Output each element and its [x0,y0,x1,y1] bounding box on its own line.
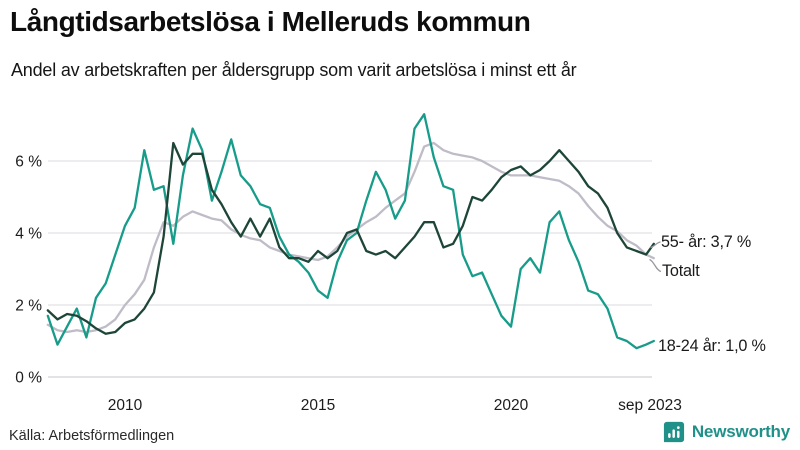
line-chart: 0 % 2 % 4 % 6 % 2010 2015 2020 sep 2023 Totalt 18… [0,95,800,425]
page-subtitle: Andel av arbetskraften per åldersgrupp s… [11,60,577,80]
series-line-age-18-24 [46,113,655,350]
y-tick-label: 0 % [15,370,42,387]
chart-canvas: 0 % 2 % 4 % 6 % 2010 2015 2020 sep 2023 Totalt 18… [15,113,766,414]
x-tick-label: sep 2023 [618,397,682,414]
x-tick-label: 2015 [301,397,335,414]
y-tick-label: 6 % [15,154,42,171]
series-line-totalt [46,141,655,334]
y-tick-label: 2 % [15,298,42,315]
newsworthy-logo-text: Newsworthy [691,422,790,441]
series-end-label-totalt: Totalt [662,262,700,280]
newsworthy-logo[interactable]: Newsworthy [663,421,790,443]
page-title: Långtidsarbetslösa i Melleruds kommun [10,6,531,37]
source-note: Källa: Arbetsförmedlingen [9,428,175,444]
leader-line-age-55 [650,241,661,249]
series-line-age-55 [46,141,655,335]
x-tick-label: 2020 [494,397,529,414]
leader-line-totalt [649,258,662,273]
y-tick-label: 4 % [15,226,42,243]
newsworthy-logo-icon [663,421,684,443]
series-end-label-age-18-24: 18-24 år: 1,0 % [658,337,766,355]
series-end-label-age-55: 55- år: 3,7 % [661,233,751,251]
x-tick-label: 2010 [108,397,143,414]
